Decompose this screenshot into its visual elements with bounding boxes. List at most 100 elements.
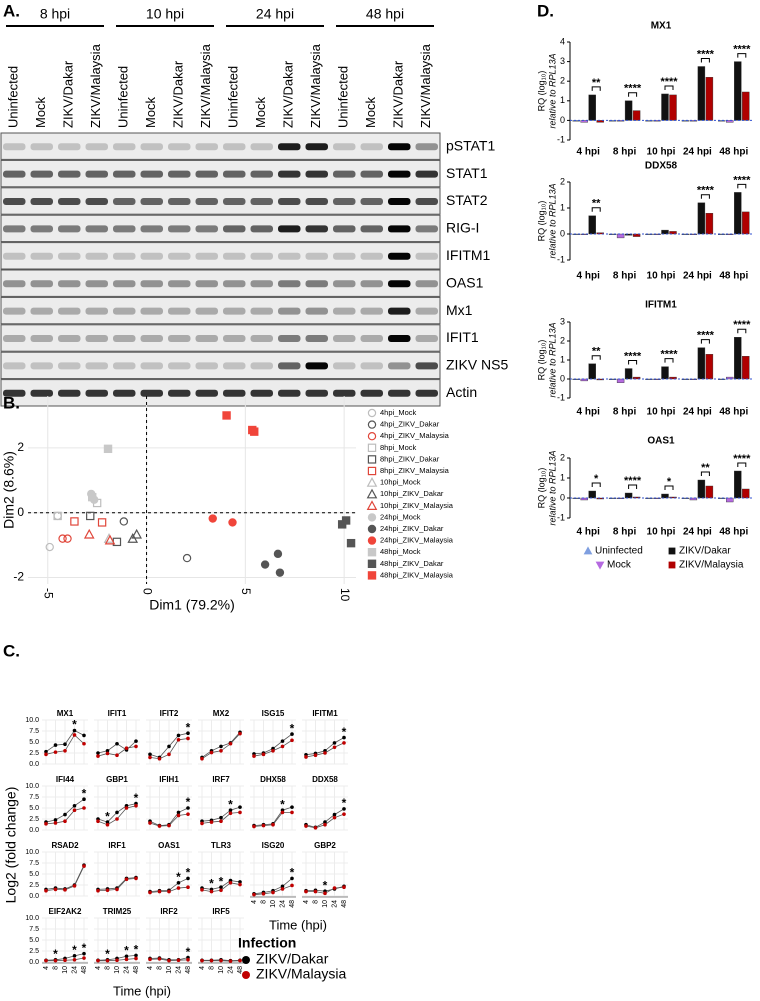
panel-title: IRF2 <box>160 907 178 916</box>
blot-band <box>305 170 328 178</box>
point <box>209 958 214 963</box>
blot-band <box>415 307 438 315</box>
legend-label: 4hpi_ZIKV_Dakar <box>380 420 440 429</box>
chart-title: OAS1 <box>647 436 675 447</box>
legend-label: 10hpi_Mock <box>380 478 421 487</box>
blot-band <box>278 252 301 260</box>
blot-strip <box>0 242 441 270</box>
blot-band <box>85 362 108 370</box>
point <box>342 812 346 816</box>
bar <box>608 233 617 236</box>
blot-band <box>58 170 81 178</box>
blot-band <box>333 280 356 288</box>
blot-band <box>223 225 246 233</box>
x-tick-label: 5 <box>239 588 253 595</box>
blot-band <box>30 170 53 178</box>
x-tick-label: 4 <box>251 900 258 904</box>
bar <box>742 211 750 235</box>
point <box>104 534 116 545</box>
blot-band <box>30 280 53 288</box>
significance-bracket <box>664 485 674 490</box>
point <box>176 813 181 818</box>
point <box>209 889 214 894</box>
bar <box>697 479 706 499</box>
significance-bracket <box>591 482 601 487</box>
lane-label: Mock <box>143 96 158 128</box>
point <box>105 820 110 824</box>
blot-band <box>195 170 218 178</box>
blot-band <box>360 389 383 397</box>
bar <box>588 363 596 380</box>
significance-label: **** <box>733 44 751 56</box>
blot-band <box>250 280 273 288</box>
lane-label: ZIKV/Malaysia <box>418 43 433 128</box>
blot-band <box>58 307 81 315</box>
significance-label: **** <box>697 330 715 342</box>
y-tick-label: 3 <box>560 316 565 326</box>
point <box>115 741 119 746</box>
blot-band <box>195 280 218 288</box>
point <box>72 958 77 962</box>
lane-label: Mock <box>33 96 48 128</box>
legend-label: 10hpi_ZIKV_Dakar <box>380 489 444 498</box>
legend-marker <box>366 500 378 510</box>
y-axis-title: RQ (log₁₀) <box>536 201 546 242</box>
blot-band <box>58 335 81 342</box>
bar <box>653 233 661 236</box>
point <box>280 887 285 891</box>
lane-label: ZIKV/Dakar <box>390 60 405 128</box>
point <box>53 958 58 963</box>
point <box>134 744 138 749</box>
panel-label: A. <box>3 1 20 20</box>
x-tick-label: 48 hpi <box>719 407 748 418</box>
legend-marker <box>367 513 377 522</box>
point <box>280 739 285 743</box>
point <box>105 958 110 963</box>
legend-marker <box>595 561 605 570</box>
legend-marker <box>367 466 377 476</box>
point <box>238 810 242 815</box>
blot-band <box>360 335 383 342</box>
blot-band <box>360 280 383 288</box>
blot-band <box>388 252 411 260</box>
legend-label: 24hpi_ZIKV_Malaysia <box>380 536 454 545</box>
point <box>290 732 294 736</box>
y-tick-label: 2 <box>560 76 565 86</box>
blot-band <box>333 198 356 205</box>
blot-band <box>195 198 218 205</box>
bar <box>681 233 690 236</box>
significance-bracket <box>628 484 638 489</box>
point <box>275 568 285 577</box>
blot-band <box>415 362 438 370</box>
significance-label: **** <box>660 76 678 88</box>
blot-band <box>305 280 328 288</box>
point <box>238 880 242 884</box>
bar <box>726 120 734 123</box>
significance-star: * <box>280 797 285 811</box>
blot-band <box>333 143 356 151</box>
significance-bracket <box>737 462 747 467</box>
blot-band <box>168 252 191 260</box>
point <box>82 733 86 738</box>
point <box>176 886 181 890</box>
legend-marker <box>367 536 377 545</box>
point <box>44 749 48 754</box>
blot-band <box>113 389 136 397</box>
point <box>44 752 48 757</box>
significance-bracket <box>664 85 674 90</box>
bar <box>705 485 714 499</box>
point <box>148 821 152 825</box>
point <box>313 889 318 894</box>
x-tick-label: 10 <box>114 966 121 974</box>
blot-band <box>388 198 411 205</box>
point <box>280 744 285 749</box>
blot-band <box>415 170 438 178</box>
significance-star: * <box>72 718 77 732</box>
point <box>260 560 270 569</box>
x-tick-label: 4 <box>303 900 310 904</box>
blot-band <box>3 170 26 178</box>
blot-band <box>415 280 438 288</box>
bar <box>596 232 604 235</box>
blot-band <box>140 170 163 178</box>
x-tick-label: 24 hpi <box>683 407 712 418</box>
